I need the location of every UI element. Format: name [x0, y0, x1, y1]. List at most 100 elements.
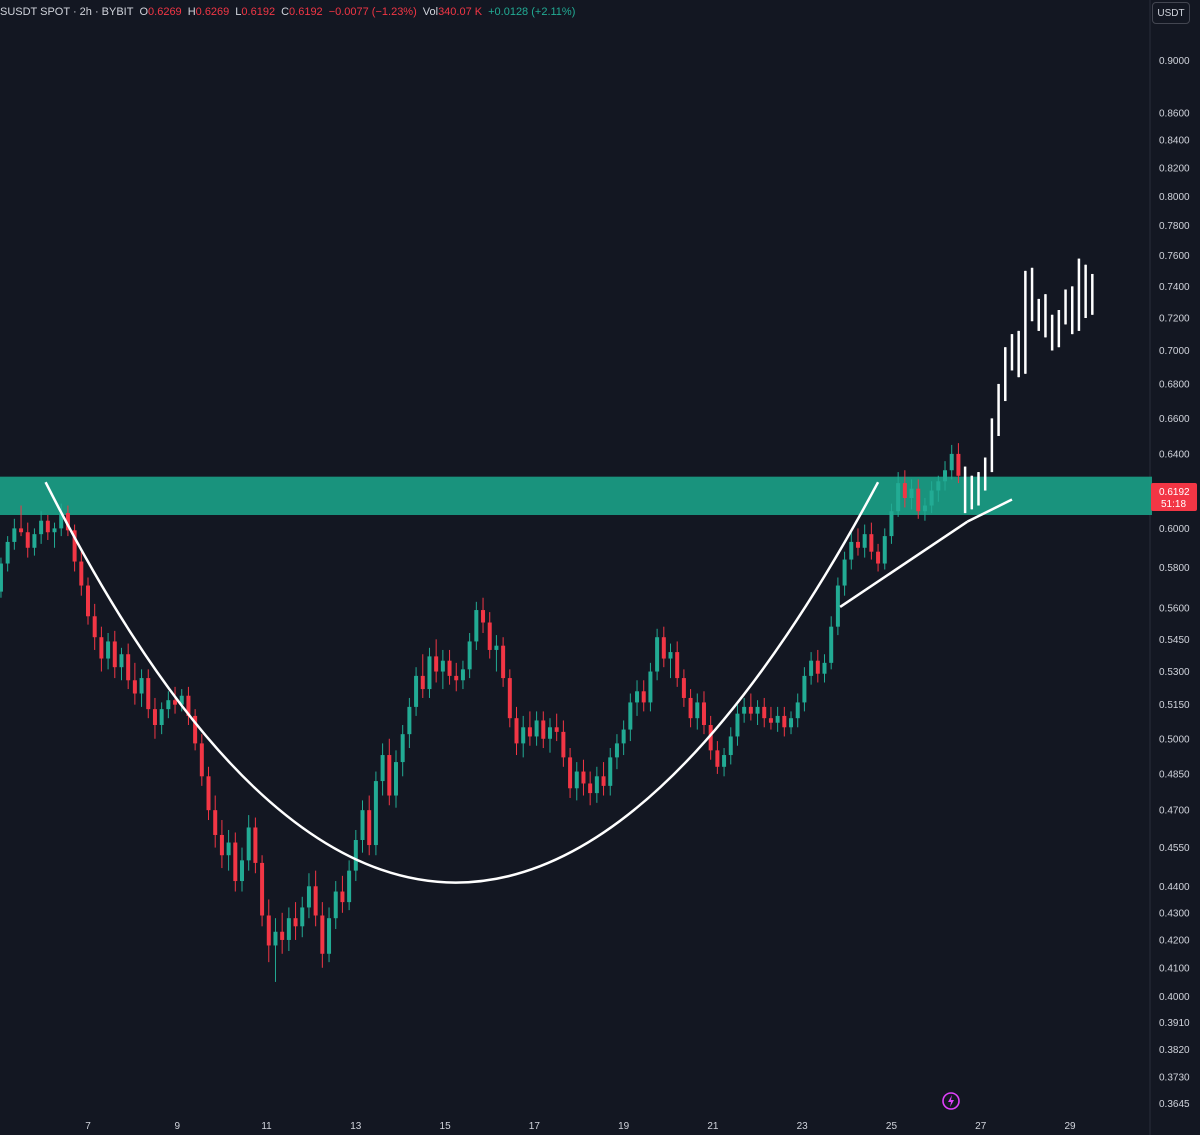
flash-icon[interactable]	[941, 1091, 961, 1111]
candle	[534, 711, 539, 746]
price-tick-label: 0.7600	[1159, 251, 1190, 262]
candle-body	[206, 776, 211, 811]
candle-body	[367, 810, 372, 846]
candle	[688, 689, 693, 728]
candle	[829, 616, 834, 670]
candle-body	[280, 931, 285, 940]
candle-body	[501, 645, 506, 679]
candle-body	[253, 827, 258, 863]
candle	[92, 603, 97, 650]
candle	[708, 715, 713, 760]
candle-body	[909, 488, 914, 499]
candle-body	[139, 678, 144, 694]
candle	[554, 713, 559, 742]
candle-body	[849, 541, 854, 560]
candle-body	[507, 678, 512, 719]
candle-body	[568, 757, 573, 789]
candle-body	[514, 718, 519, 744]
time-tick-label: 11	[261, 1121, 272, 1132]
candle	[387, 738, 392, 806]
candle	[802, 667, 807, 712]
candle	[420, 654, 425, 698]
candle-body	[742, 706, 747, 714]
candle-body	[809, 660, 814, 676]
candle-body	[635, 691, 640, 703]
candle	[327, 907, 332, 963]
candle-body	[320, 915, 325, 954]
candle-body	[835, 585, 840, 627]
time-tick-label: 15	[440, 1121, 452, 1132]
candle	[507, 669, 512, 728]
candle	[86, 577, 90, 625]
time-tick-label: 9	[174, 1121, 180, 1132]
candle-body	[876, 551, 881, 564]
candle-body	[353, 840, 358, 871]
candle-body	[293, 918, 298, 927]
candle-body	[668, 652, 673, 659]
candle-body	[474, 610, 479, 642]
price-axis: 0.9000 0.8600 0.8400 0.8200 0.8000 0.7800 0.76…	[1151, 56, 1197, 1110]
candle-body	[541, 720, 546, 739]
high-value: 0.6269	[195, 6, 230, 18]
candle	[400, 724, 405, 777]
candle	[447, 649, 452, 685]
candle	[159, 702, 164, 735]
time-tick-label: 21	[707, 1121, 719, 1132]
candle-body	[648, 671, 653, 703]
time-tick-label: 17	[529, 1121, 541, 1132]
candle	[481, 597, 486, 633]
candle	[19, 505, 24, 537]
volume-value: 340.07 K	[438, 6, 483, 18]
change-value: −0.0077 (−1.23%)	[328, 6, 417, 18]
candle	[547, 718, 552, 753]
candle-body	[414, 675, 419, 707]
candle-body	[273, 931, 278, 946]
candle-body	[534, 720, 539, 737]
candle-body	[594, 776, 599, 794]
price-tick-label: 0.9000	[1159, 56, 1190, 67]
price-tick-label: 0.6000	[1159, 524, 1190, 535]
candle-body	[789, 718, 794, 728]
time-tick-label: 23	[797, 1121, 809, 1132]
candle	[313, 870, 318, 927]
candle-body	[213, 810, 218, 835]
candle	[246, 815, 251, 871]
candle	[494, 635, 499, 672]
candle-body	[547, 727, 552, 739]
candle	[306, 873, 311, 919]
candle-body	[19, 528, 24, 533]
price-tick-label: 0.3645	[1159, 1099, 1190, 1110]
currency-button[interactable]: USDT	[1152, 2, 1190, 24]
price-countdown: 51:18	[1161, 499, 1186, 510]
open-label: O	[139, 6, 149, 18]
price-tick-label: 0.4700	[1159, 806, 1190, 817]
candle-body	[494, 645, 499, 650]
candle-body	[152, 709, 157, 725]
low-label: L	[235, 6, 242, 18]
price-tick-label: 0.4300	[1159, 908, 1190, 919]
candle	[25, 522, 30, 558]
candle	[889, 503, 894, 544]
candle-body	[219, 834, 224, 856]
price-tick-label: 0.8200	[1159, 163, 1190, 174]
candle	[460, 660, 465, 690]
price-tick-label: 0.6600	[1159, 414, 1190, 425]
time-tick-label: 13	[350, 1121, 362, 1132]
candle	[748, 693, 753, 721]
candle-body	[929, 490, 934, 506]
drawings-layer	[44, 481, 1013, 884]
candle-body	[286, 918, 291, 940]
candle-body	[621, 729, 626, 744]
price-tick-label: 0.8600	[1159, 108, 1190, 119]
candles-layer	[0, 258, 1094, 982]
candle	[367, 795, 372, 856]
time-axis: 7 9 11 13 15 17 19 21 23 25 27 29	[85, 1121, 1076, 1132]
candle	[701, 691, 706, 735]
candle	[742, 697, 747, 723]
candle-body	[112, 641, 117, 668]
close-value: 0.6192	[289, 6, 323, 18]
candle-body	[762, 706, 767, 719]
candle	[280, 912, 285, 954]
